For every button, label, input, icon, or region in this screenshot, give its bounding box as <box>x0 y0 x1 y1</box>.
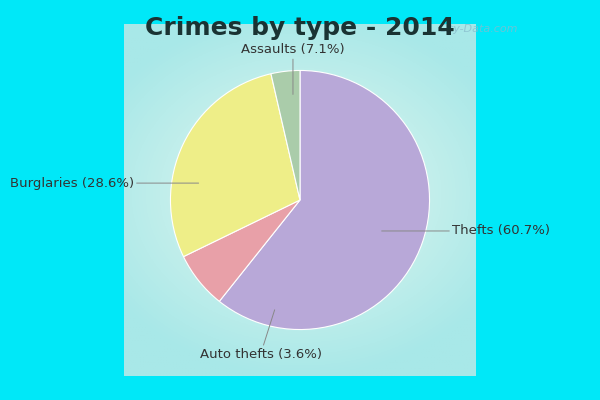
Text: Assaults (7.1%): Assaults (7.1%) <box>241 43 345 94</box>
Text: City-Data.com: City-Data.com <box>439 24 518 34</box>
Wedge shape <box>220 70 430 330</box>
Text: Burglaries (28.6%): Burglaries (28.6%) <box>10 177 199 190</box>
Text: Auto thefts (3.6%): Auto thefts (3.6%) <box>200 310 322 361</box>
Wedge shape <box>184 200 300 301</box>
Text: Thefts (60.7%): Thefts (60.7%) <box>382 224 550 238</box>
Wedge shape <box>170 74 300 257</box>
Wedge shape <box>271 70 300 200</box>
Text: Crimes by type - 2014: Crimes by type - 2014 <box>145 16 455 40</box>
